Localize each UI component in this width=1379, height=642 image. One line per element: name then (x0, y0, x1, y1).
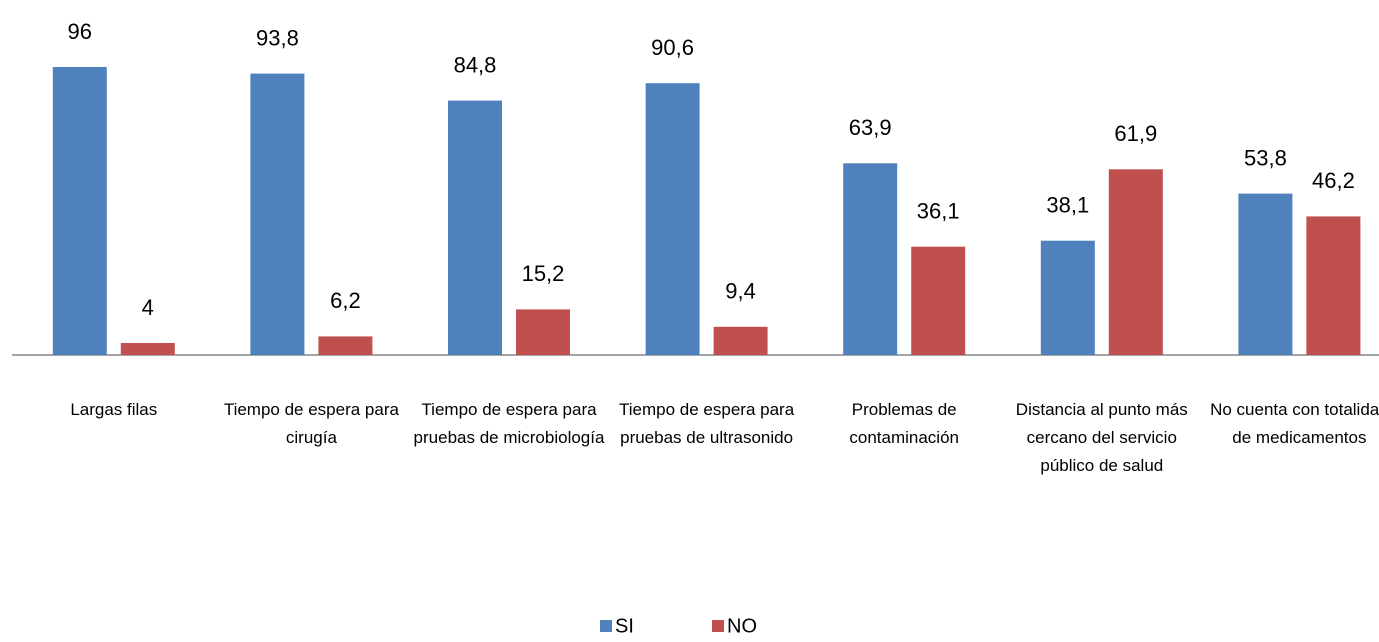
data-label: 63,9 (849, 115, 892, 140)
bar (713, 326, 768, 355)
bar (911, 246, 966, 355)
bar (52, 67, 107, 355)
legend-swatch (712, 620, 724, 632)
bar (1306, 216, 1361, 355)
bar (1040, 240, 1095, 355)
bar (645, 83, 700, 355)
x-tick-label: Distancia al punto más cercano del servi… (1015, 400, 1188, 475)
data-label: 6,2 (330, 288, 361, 313)
x-tick-label: Tiempo de espera para pruebas de microbi… (413, 400, 605, 447)
data-label: 9,4 (725, 279, 756, 304)
x-tick-label: No cuenta con totalidad de medicamentos (1210, 400, 1379, 447)
legend-label: NO (727, 615, 757, 637)
data-label: 84,8 (454, 52, 497, 77)
data-label: 53,8 (1244, 145, 1287, 170)
data-label: 38,1 (1046, 193, 1089, 218)
data-label: 96 (68, 19, 92, 44)
x-tick-label: Tiempo de espera para pruebas de ultraso… (619, 400, 795, 447)
bar (516, 309, 570, 355)
bar (1108, 169, 1163, 355)
legend-swatch (600, 620, 612, 632)
data-label: 46,2 (1312, 168, 1355, 193)
x-tick-label: Largas filas (70, 400, 158, 419)
bar (1238, 193, 1293, 355)
bar (448, 100, 502, 355)
data-label: 93,8 (256, 25, 299, 50)
bar (250, 73, 305, 355)
data-label: 15,2 (522, 261, 565, 286)
data-label: 90,6 (651, 35, 694, 60)
x-tick-label: Problemas de contaminación (849, 400, 959, 447)
data-label: 4 (142, 295, 154, 320)
legend-label: SI (615, 615, 634, 637)
data-label: 61,9 (1114, 121, 1157, 146)
x-tick-label: Tiempo de espera para cirugía (223, 400, 399, 447)
data-label: 36,1 (917, 199, 960, 224)
bar (318, 336, 373, 355)
bar (120, 343, 175, 355)
bar (843, 163, 898, 355)
